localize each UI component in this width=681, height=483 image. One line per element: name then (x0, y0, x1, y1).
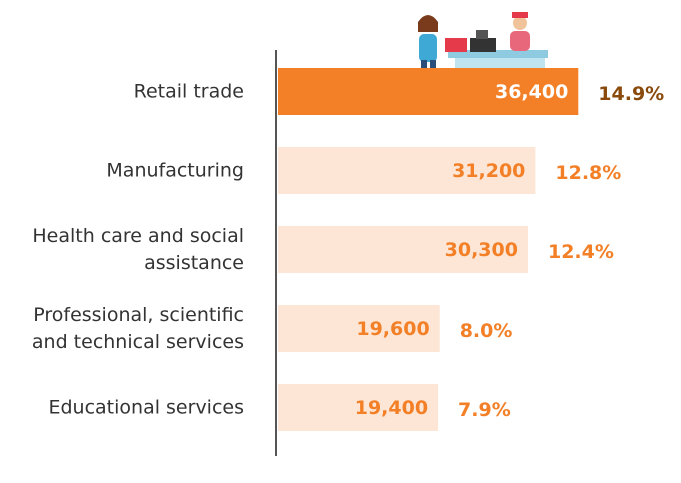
category-label: Retail trade (0, 78, 244, 105)
chart: 36,400 14.9% 31,200 12.8% 30,300 12.4% 19,600 8… (0, 0, 681, 483)
share-label: 14.9% (598, 83, 664, 105)
category-label: Educational services (0, 394, 244, 421)
value-label: 31,200 (452, 160, 525, 182)
value-label: 19,600 (356, 318, 429, 340)
category-label: Health care and social assistance (0, 223, 244, 277)
share-label: 12.8% (555, 162, 621, 184)
share-label: 12.4% (548, 241, 614, 263)
value-label: 36,400 (495, 81, 568, 103)
value-label: 30,300 (445, 239, 518, 261)
category-label: Manufacturing (0, 157, 244, 184)
value-label: 19,400 (355, 397, 428, 419)
share-label: 7.9% (458, 399, 511, 421)
category-label: Professional, scientific and technical s… (0, 302, 244, 356)
share-label: 8.0% (460, 320, 513, 342)
